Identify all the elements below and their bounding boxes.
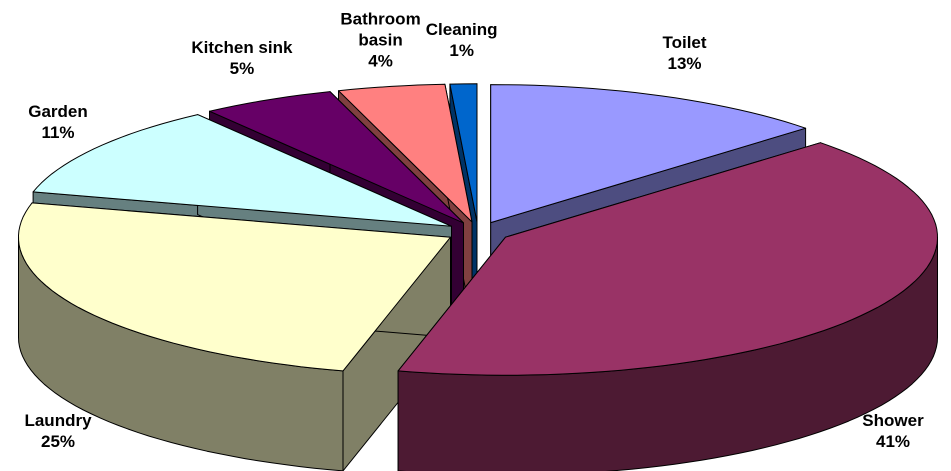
slice [397, 142, 938, 471]
slice-label: Shower 41% [838, 410, 948, 452]
slice-top [397, 142, 938, 376]
slice-top [18, 202, 451, 372]
category-label: Cleaning [425, 20, 498, 39]
category-label: Shower [862, 411, 924, 431]
value-label: 25% [40, 432, 76, 452]
category-label: Garden [28, 102, 88, 122]
slice-top [32, 114, 452, 227]
category-label: Kitchen sink [191, 38, 293, 58]
value-label: 1% [449, 41, 474, 60]
value-label: 11% [41, 123, 75, 143]
slice-top [449, 83, 478, 223]
slice-label: Cleaning 1% [407, 19, 517, 61]
category-label: Laundry [24, 411, 92, 431]
slice-label: Bathroom basin 4% [326, 9, 436, 72]
slice-top [490, 84, 807, 224]
value-label: 4% [368, 51, 393, 71]
slice [18, 202, 451, 471]
category-label: Bathroom basin [340, 9, 421, 50]
value-label: 41% [875, 432, 911, 452]
value-label: 13% [667, 54, 702, 74]
slice-label: Garden 11% [3, 101, 113, 143]
slice-top [338, 83, 473, 223]
category-label: Toilet [662, 33, 707, 53]
slice-top [209, 91, 464, 224]
value-label: 5% [229, 59, 255, 79]
slice-label: Toilet 13% [630, 32, 740, 74]
slice-label: Laundry 25% [3, 410, 113, 452]
slice-label: Kitchen sink 5% [187, 37, 297, 79]
